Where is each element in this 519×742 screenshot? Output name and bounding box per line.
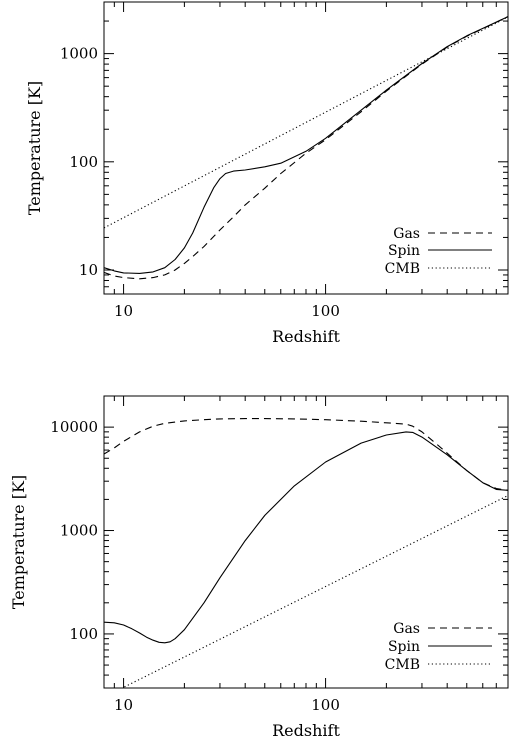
chart-top: 10 100 10 100 1000 Redshift Temperature [K] Gas…: [25, 1, 509, 346]
chart-bottom: 10 100 100 1000 10000 Redshift Temperature [K]…: [9, 395, 509, 740]
legend: Gas Spin CMB: [385, 621, 492, 673]
x-tick-label: 100: [311, 696, 340, 714]
x-axis-title: Redshift: [272, 327, 340, 346]
x-tick-label: 10: [114, 696, 133, 714]
series-group: [104, 16, 508, 280]
y-axis-title: Temperature [K]: [25, 81, 44, 215]
series-gas-line: [104, 418, 508, 491]
legend-label-spin: Spin: [388, 639, 420, 655]
y-tick-label: 1000: [60, 45, 98, 63]
legend-label-gas: Gas: [393, 621, 420, 637]
series-group: [104, 418, 508, 688]
y-tick-label: 1000: [60, 522, 98, 540]
y-tick-label: 10000: [50, 418, 98, 436]
legend-label-spin: Spin: [388, 243, 420, 259]
x-axis-title: Redshift: [272, 721, 340, 740]
plot-frame: [103, 395, 509, 689]
series-spin-line: [104, 16, 508, 274]
tick-marks: [103, 395, 509, 689]
tick-marks: [103, 1, 509, 295]
series-spin-line: [104, 431, 508, 644]
y-tick-label: 100: [69, 153, 98, 171]
legend-label-gas: Gas: [393, 226, 420, 242]
x-tick-label: 10: [114, 302, 133, 320]
y-tick-label: 100: [69, 625, 98, 643]
series-cmb-line: [104, 16, 508, 229]
y-tick-label: 10: [79, 261, 98, 279]
series-cmb-line: [121, 495, 508, 688]
series-gas-line: [104, 16, 508, 280]
y-axis-title: Temperature [K]: [9, 475, 28, 609]
x-tick-label: 100: [311, 302, 340, 320]
legend-label-cmb: CMB: [385, 657, 420, 673]
legend-label-cmb: CMB: [385, 261, 420, 277]
